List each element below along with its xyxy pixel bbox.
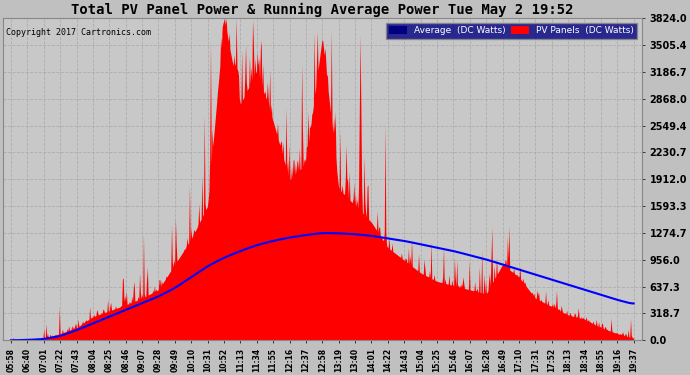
Legend: Average  (DC Watts), PV Panels  (DC Watts): Average (DC Watts), PV Panels (DC Watts) bbox=[386, 22, 638, 39]
Text: Copyright 2017 Cartronics.com: Copyright 2017 Cartronics.com bbox=[6, 28, 151, 37]
Title: Total PV Panel Power & Running Average Power Tue May 2 19:52: Total PV Panel Power & Running Average P… bbox=[71, 3, 573, 17]
